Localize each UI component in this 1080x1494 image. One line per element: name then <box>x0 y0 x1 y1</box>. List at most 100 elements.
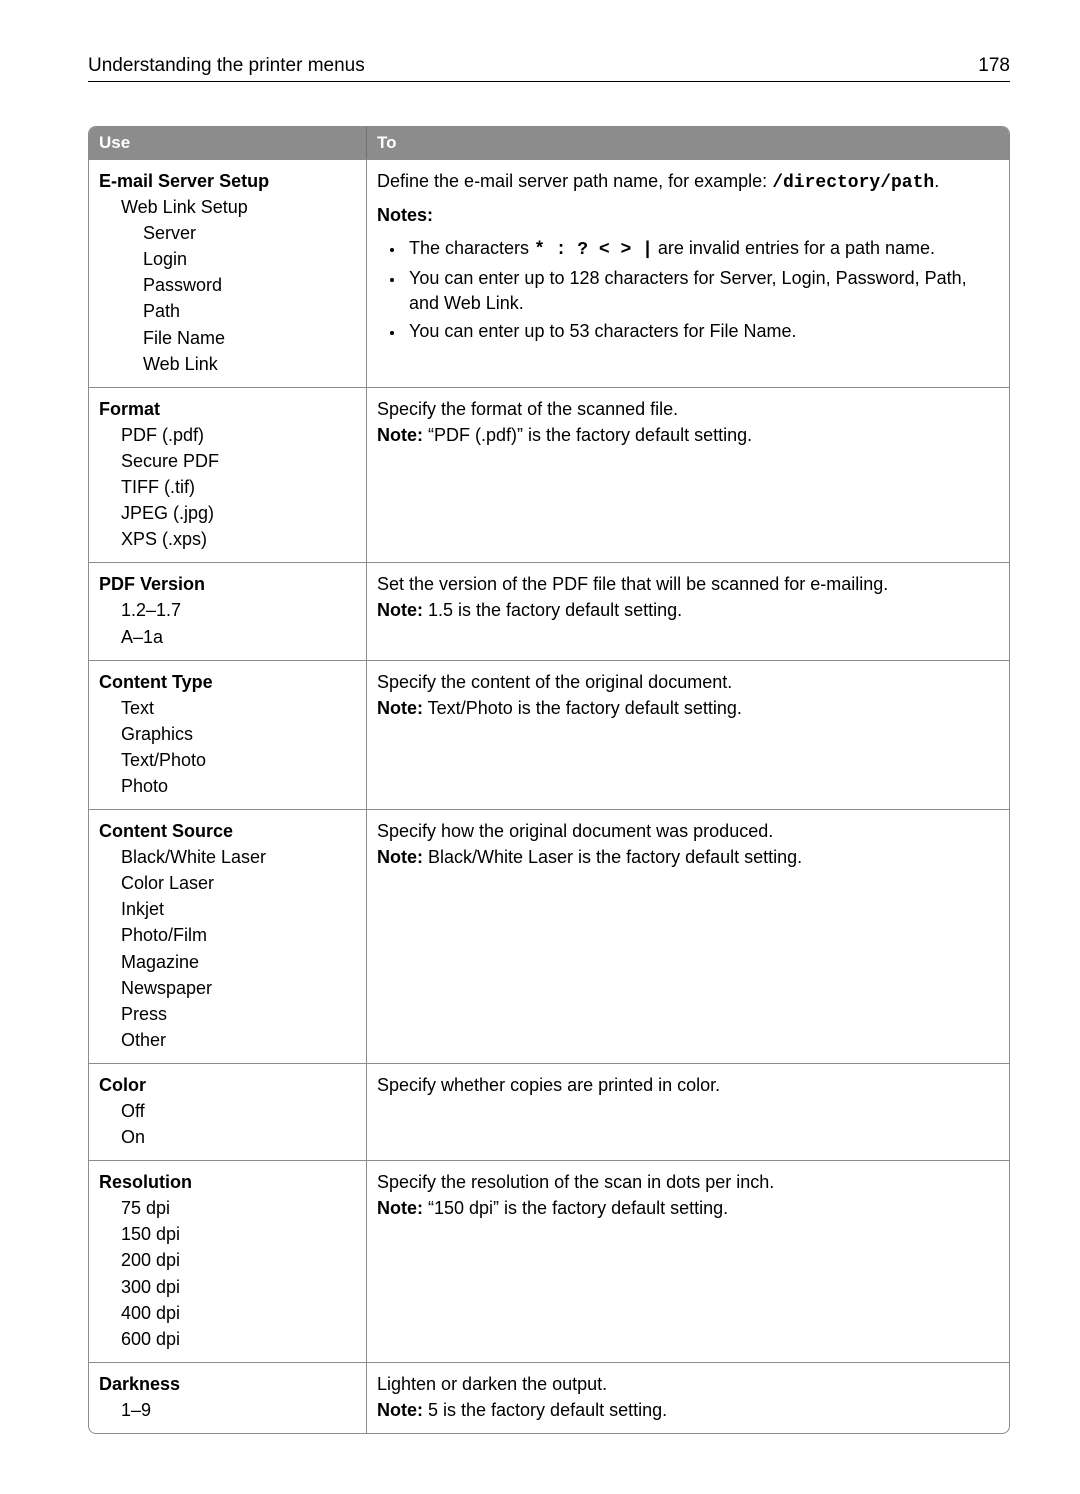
use-cell: ColorOffOn <box>89 1063 367 1160</box>
use-subitem: PDF (.pdf) <box>99 422 356 448</box>
use-subitem: Path <box>99 298 356 324</box>
page-number: 178 <box>978 55 1010 77</box>
use-subitem: 1.2–1.7 <box>99 597 356 623</box>
note-text: “PDF (.pdf)” is the factory default sett… <box>423 425 752 445</box>
use-subitem: 75 dpi <box>99 1195 356 1221</box>
note-text: “150 dpi” is the factory default setting… <box>423 1198 728 1218</box>
note-label: Note: <box>377 1198 423 1218</box>
to-cell: Set the version of the PDF file that wil… <box>367 562 1009 659</box>
bullet-mono: * : ? < > | <box>534 240 653 260</box>
to-cell: Specify whether copies are printed in co… <box>367 1063 1009 1160</box>
use-subitem: On <box>99 1124 356 1150</box>
notes-list-item: You can enter up to 128 characters for S… <box>405 266 999 315</box>
to-line: Specify the resolution of the scan in do… <box>377 1169 999 1195</box>
use-cell: Resolution75 dpi150 dpi200 dpi300 dpi400… <box>89 1160 367 1362</box>
use-subitem: Newspaper <box>99 975 356 1001</box>
note-label: Note: <box>377 847 423 867</box>
use-subitem: 400 dpi <box>99 1300 356 1326</box>
use-subitem: Web Link Setup <box>99 194 356 220</box>
to-cell: Define the e-mail server path name, for … <box>367 159 1009 387</box>
note-label: Note: <box>377 600 423 620</box>
use-subitem: Off <box>99 1098 356 1124</box>
table-row: Resolution75 dpi150 dpi200 dpi300 dpi400… <box>89 1160 1009 1362</box>
to-note-line: Note: 5 is the factory default setting. <box>377 1397 999 1423</box>
to-cell: Specify the format of the scanned file.N… <box>367 387 1009 563</box>
bullet-pre: The characters <box>409 238 534 258</box>
use-subitem: 200 dpi <box>99 1247 356 1273</box>
use-item-title: PDF Version <box>99 571 356 597</box>
to-cell: Specify how the original document was pr… <box>367 809 1009 1063</box>
table-row: Content TypeTextGraphicsText/PhotoPhoto S… <box>89 660 1009 809</box>
to-note-line: Note: “150 dpi” is the factory default s… <box>377 1195 999 1221</box>
use-subitem: 600 dpi <box>99 1326 356 1352</box>
use-cell: PDF Version1.2–1.7A–1a <box>89 562 367 659</box>
use-subitem: Graphics <box>99 721 356 747</box>
use-subitem: Login <box>99 246 356 272</box>
note-text: 1.5 is the factory default setting. <box>423 600 682 620</box>
use-subitem: Black/White Laser <box>99 844 356 870</box>
to-cell: Specify the resolution of the scan in do… <box>367 1160 1009 1362</box>
use-cell: Content SourceBlack/White LaserColor Las… <box>89 809 367 1063</box>
notes-list: The characters * : ? < > | are invalid e… <box>377 236 999 343</box>
to-line: Lighten or darken the output. <box>377 1371 999 1397</box>
notes-list-item: The characters * : ? < > | are invalid e… <box>405 236 999 262</box>
use-subitem: Press <box>99 1001 356 1027</box>
use-subitem: Secure PDF <box>99 448 356 474</box>
to-lead-mono: /directory/path <box>772 173 934 193</box>
use-subitem: JPEG (.jpg) <box>99 500 356 526</box>
use-subitem: Photo/Film <box>99 922 356 948</box>
use-item-title: Darkness <box>99 1371 356 1397</box>
to-lead-line: Define the e-mail server path name, for … <box>377 168 999 196</box>
to-line: Specify whether copies are printed in co… <box>377 1072 999 1098</box>
use-subitem: 1–9 <box>99 1397 356 1423</box>
use-subitem: File Name <box>99 325 356 351</box>
table-row: E-mail Server SetupWeb Link SetupServerL… <box>89 159 1009 387</box>
to-line: Specify the format of the scanned file. <box>377 396 999 422</box>
to-note-line: Note: “PDF (.pdf)” is the factory defaul… <box>377 422 999 448</box>
use-subitem: Other <box>99 1027 356 1053</box>
table-row: FormatPDF (.pdf)Secure PDFTIFF (.tif)JPE… <box>89 387 1009 563</box>
section-title: Understanding the printer menus <box>88 55 365 77</box>
use-subitem: Magazine <box>99 949 356 975</box>
use-subitem: Web Link <box>99 351 356 377</box>
to-cell: Specify the content of the original docu… <box>367 660 1009 809</box>
table-row: ColorOffOn Specify whether copies are pri… <box>89 1063 1009 1160</box>
use-item-title: Color <box>99 1072 356 1098</box>
use-subitem: 150 dpi <box>99 1221 356 1247</box>
bullet-post: are invalid entries for a path name. <box>653 238 935 258</box>
use-item-title: Format <box>99 396 356 422</box>
menu-table-body: E-mail Server SetupWeb Link SetupServerL… <box>89 159 1009 1433</box>
use-subitem: Text/Photo <box>99 747 356 773</box>
note-text: Black/White Laser is the factory default… <box>423 847 802 867</box>
note-text: 5 is the factory default setting. <box>423 1400 667 1420</box>
use-subitem: XPS (.xps) <box>99 526 356 552</box>
to-line: Specify the content of the original docu… <box>377 669 999 695</box>
note-text: Text/Photo is the factory default settin… <box>423 698 742 718</box>
use-subitem: Color Laser <box>99 870 356 896</box>
table-header-row: Use To <box>89 127 1009 159</box>
col-header-use: Use <box>89 127 367 159</box>
to-line: Specify how the original document was pr… <box>377 818 999 844</box>
use-item-title: Resolution <box>99 1169 356 1195</box>
use-cell: Content TypeTextGraphicsText/PhotoPhoto <box>89 660 367 809</box>
bullet-pre: You can enter up to 53 characters for Fi… <box>409 321 797 341</box>
use-subitem: 300 dpi <box>99 1274 356 1300</box>
use-cell: E-mail Server SetupWeb Link SetupServerL… <box>89 159 367 387</box>
to-lead-pre: Define the e-mail server path name, for … <box>377 171 772 191</box>
note-label: Note: <box>377 425 423 445</box>
notes-heading: Notes: <box>377 202 999 228</box>
to-note-line: Note: Black/White Laser is the factory d… <box>377 844 999 870</box>
running-header: Understanding the printer menus 178 <box>88 55 1010 82</box>
use-item-title: Content Source <box>99 818 356 844</box>
to-line: Set the version of the PDF file that wil… <box>377 571 999 597</box>
to-note-line: Note: 1.5 is the factory default setting… <box>377 597 999 623</box>
to-lead-post: . <box>934 171 939 191</box>
note-label: Note: <box>377 698 423 718</box>
table-row: PDF Version1.2–1.7A–1a Set the version of… <box>89 562 1009 659</box>
bullet-pre: You can enter up to 128 characters for S… <box>409 268 967 312</box>
page-container: Understanding the printer menus 178 Use … <box>0 0 1080 1494</box>
use-subitem: Photo <box>99 773 356 799</box>
to-cell: Lighten or darken the output.Note: 5 is … <box>367 1362 1009 1433</box>
col-header-to: To <box>367 127 1009 159</box>
note-label: Note: <box>377 1400 423 1420</box>
